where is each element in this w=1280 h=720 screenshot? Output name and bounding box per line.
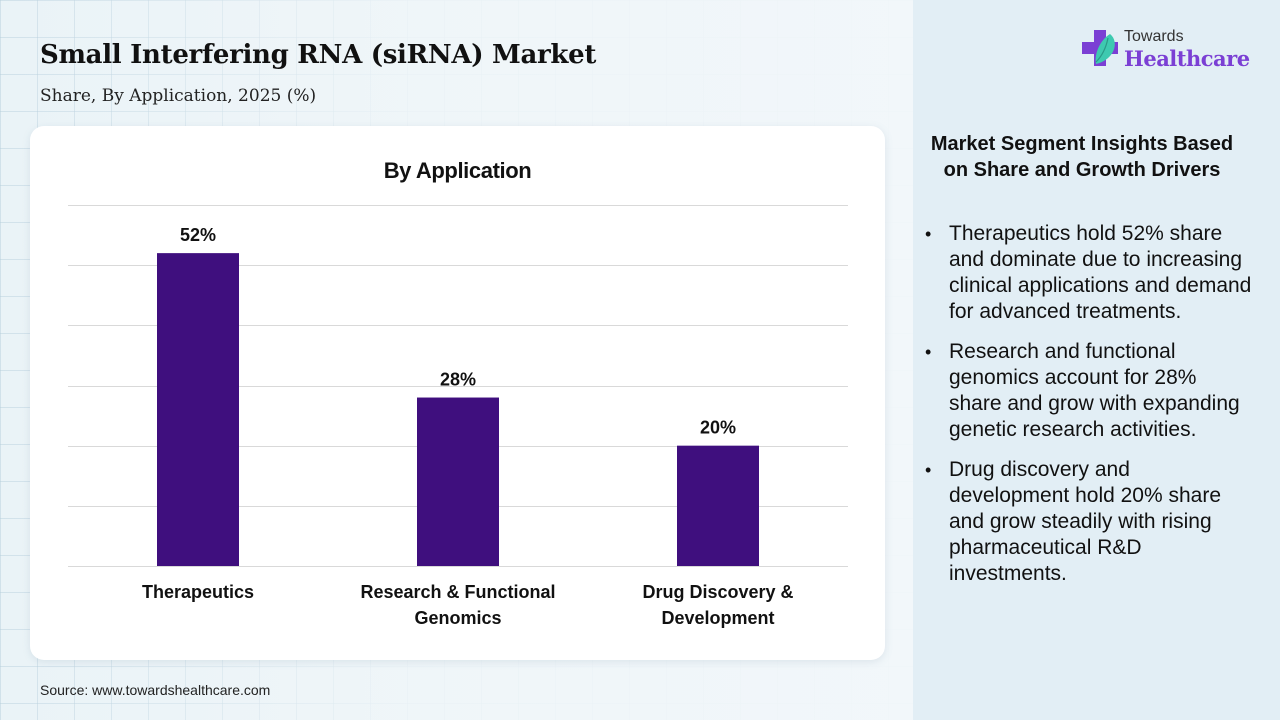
brand-logo: Towards Healthcare — [1080, 26, 1260, 76]
category-label: Drug Discovery & Development — [642, 582, 793, 628]
insights-list: • Therapeutics hold 52% share and dominat… — [922, 221, 1252, 601]
category-label: Research & Functional Genomics — [360, 582, 555, 628]
insight-text: Drug discovery and development hold 20% … — [949, 458, 1222, 585]
bar — [677, 445, 759, 566]
category-label-line: Genomics — [414, 608, 501, 628]
category-label: Therapeutics — [142, 582, 254, 602]
page-title: Small Interfering RNA (siRNA) Market — [40, 40, 597, 70]
insights-panel-background — [913, 0, 1280, 720]
bar — [157, 253, 239, 566]
category-label-line: Therapeutics — [142, 582, 254, 602]
insight-text: Therapeutics hold 52% share and dominate… — [949, 222, 1252, 323]
bullet-icon: • — [925, 460, 932, 480]
data-label: 20% — [700, 418, 736, 438]
insight-item: • Therapeutics hold 52% share and dominat… — [922, 221, 1252, 325]
category-label-line: Development — [661, 608, 774, 628]
logo-text-healthcare: Healthcare — [1124, 46, 1250, 71]
chart-title: By Application — [383, 158, 532, 183]
category-label-line: Drug Discovery & — [642, 582, 793, 602]
logo-text-towards: Towards — [1124, 28, 1184, 45]
data-label: 28% — [440, 370, 476, 390]
bullet-icon: • — [925, 224, 932, 244]
bar-chart: 52% 28% 20% Therapeutics Research & Functio… — [68, 205, 848, 628]
page-subtitle: Share, By Application, 2025 (%) — [40, 86, 317, 106]
data-label: 52% — [180, 225, 216, 245]
data-labels: 52% 28% 20% — [180, 225, 736, 438]
bullet-icon: • — [925, 342, 932, 362]
insight-item: • Research and functional genomics accoun… — [922, 339, 1252, 443]
category-labels: Therapeutics Research & Functional Genomic… — [142, 582, 794, 628]
insight-item: • Drug discovery and development hold 20%… — [922, 457, 1252, 587]
source-note: Source: www.towardshealthcare.com — [40, 682, 271, 698]
bar — [417, 397, 499, 566]
insights-title: Market Segment Insights Based on Share a… — [930, 133, 1234, 181]
category-label-line: Research & Functional — [360, 582, 555, 602]
insight-text: Research and functional genomics account… — [949, 340, 1240, 441]
bars — [157, 253, 759, 566]
medical-cross-leaf-icon — [1082, 30, 1118, 66]
